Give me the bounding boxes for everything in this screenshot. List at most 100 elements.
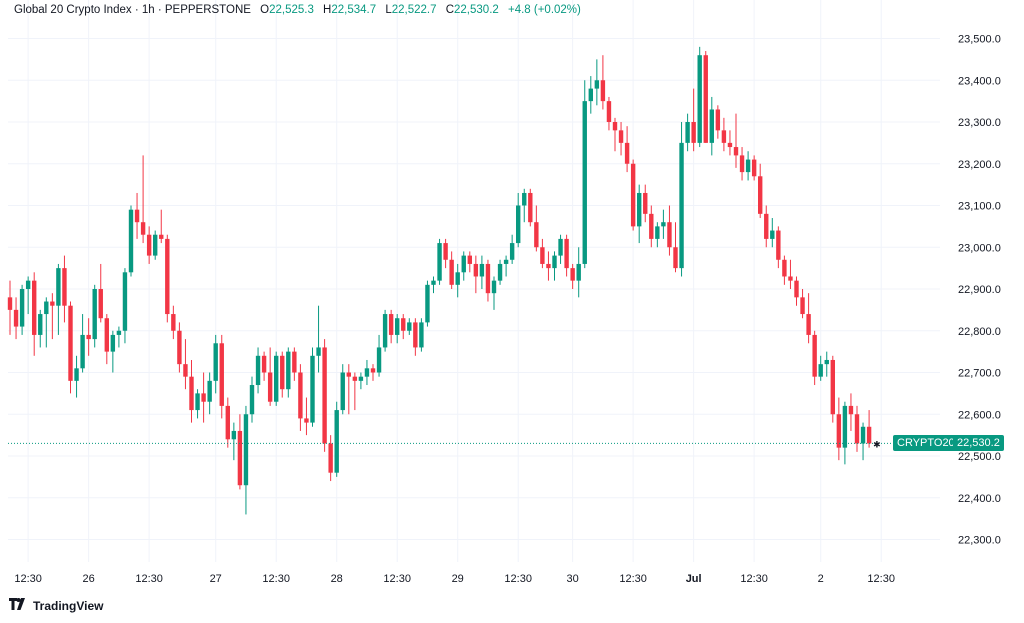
candle bbox=[733, 113, 739, 168]
last-price-tag: 22,530.2 bbox=[953, 435, 1004, 452]
candle bbox=[836, 397, 842, 461]
candle bbox=[491, 276, 497, 310]
candle bbox=[25, 276, 31, 315]
open-label: O bbox=[260, 4, 270, 16]
time-tick-label: 30 bbox=[567, 573, 579, 585]
candle bbox=[128, 205, 134, 277]
candle bbox=[310, 347, 315, 427]
low-label: L bbox=[385, 4, 392, 16]
candle bbox=[225, 397, 230, 448]
candle bbox=[292, 347, 297, 381]
candle bbox=[516, 192, 521, 248]
tradingview-brand[interactable]: TradingView bbox=[9, 598, 103, 613]
time-tick-label: 12:30 bbox=[740, 573, 768, 585]
candle bbox=[782, 255, 787, 285]
candle bbox=[237, 414, 243, 490]
candle bbox=[328, 435, 333, 482]
time-tick-label: 2 bbox=[818, 573, 824, 585]
candle bbox=[419, 318, 424, 352]
candle bbox=[824, 351, 829, 377]
time-tick-label: 29 bbox=[452, 573, 464, 585]
price-tick-label: 22,300.0 bbox=[958, 535, 1001, 547]
candle bbox=[709, 96, 714, 156]
candle bbox=[219, 334, 224, 419]
symbol-title[interactable]: Global 20 Crypto Index · 1h · PEPPERSTON… bbox=[14, 4, 251, 16]
candle bbox=[358, 372, 364, 390]
candle bbox=[98, 263, 103, 323]
candle bbox=[594, 59, 600, 106]
candle bbox=[600, 55, 606, 110]
candle bbox=[62, 255, 67, 323]
price-tick-label: 23,100.0 bbox=[958, 201, 1001, 213]
price-tick-label: 23,400.0 bbox=[958, 75, 1001, 87]
tradingview-name: TradingView bbox=[33, 598, 104, 613]
time-tick-label: 12:30 bbox=[14, 573, 42, 585]
candle bbox=[637, 184, 642, 244]
price-axis[interactable]: 22,300.0 22,400.0 22,500.0 22,600.0 22,700.0… bbox=[958, 34, 1001, 547]
price-tick-label: 23,300.0 bbox=[958, 117, 1001, 129]
price-tick-label: 22,600.0 bbox=[958, 409, 1001, 421]
candle bbox=[280, 351, 285, 398]
time-axis[interactable]: 12:30 26 12:30 27 12:30 28 12:30 29 12:30 30 12:30… bbox=[14, 573, 895, 585]
candle bbox=[758, 163, 763, 219]
candle bbox=[485, 259, 491, 302]
candle bbox=[866, 410, 872, 448]
candle bbox=[685, 113, 690, 152]
candle bbox=[703, 51, 708, 143]
price-tick-label: 22,900.0 bbox=[958, 284, 1001, 296]
candle bbox=[546, 251, 551, 281]
candle bbox=[364, 359, 370, 386]
close-value: 22,530.2 bbox=[454, 4, 499, 16]
candle bbox=[522, 188, 527, 223]
candle bbox=[715, 105, 721, 139]
candle bbox=[165, 234, 170, 323]
candle bbox=[146, 226, 152, 264]
candle bbox=[255, 347, 261, 394]
candle bbox=[38, 309, 43, 348]
candle bbox=[110, 330, 116, 373]
candle bbox=[171, 305, 176, 340]
candle bbox=[56, 263, 61, 335]
candle bbox=[243, 405, 249, 515]
candle bbox=[830, 355, 835, 423]
time-tick-label: 12:30 bbox=[383, 573, 411, 585]
candle bbox=[213, 334, 218, 394]
candle bbox=[806, 293, 811, 344]
low-value: 22,522.7 bbox=[391, 4, 437, 16]
candle bbox=[570, 263, 575, 289]
candle bbox=[153, 230, 158, 260]
candle bbox=[370, 364, 376, 381]
time-tick-label: 12:30 bbox=[262, 573, 290, 585]
candle bbox=[630, 159, 636, 231]
candle bbox=[788, 259, 793, 289]
candle bbox=[352, 372, 358, 411]
candle bbox=[854, 405, 860, 452]
price-tick-label: 22,400.0 bbox=[958, 493, 1001, 505]
candle bbox=[697, 46, 702, 148]
candlestick-series bbox=[7, 46, 872, 515]
time-tick-label: 28 bbox=[331, 573, 343, 585]
candle bbox=[818, 355, 823, 381]
candle bbox=[643, 184, 648, 223]
candle bbox=[770, 218, 775, 248]
candle bbox=[401, 314, 406, 340]
candle bbox=[437, 238, 442, 285]
candle bbox=[425, 280, 430, 327]
candle bbox=[588, 76, 593, 114]
candle bbox=[286, 347, 291, 398]
candle bbox=[503, 255, 509, 277]
candle bbox=[739, 147, 745, 181]
candle bbox=[618, 122, 624, 156]
candle bbox=[449, 251, 454, 289]
time-tick-label: 12:30 bbox=[867, 573, 895, 585]
candle bbox=[455, 263, 460, 298]
last-bar-marker-icon: ✱ bbox=[873, 439, 881, 449]
candle bbox=[334, 401, 339, 477]
candle bbox=[691, 88, 696, 152]
candle bbox=[552, 251, 557, 281]
high-value: 22,534.7 bbox=[331, 4, 377, 16]
candle bbox=[612, 117, 618, 152]
candle bbox=[443, 238, 448, 269]
candle bbox=[534, 205, 539, 252]
